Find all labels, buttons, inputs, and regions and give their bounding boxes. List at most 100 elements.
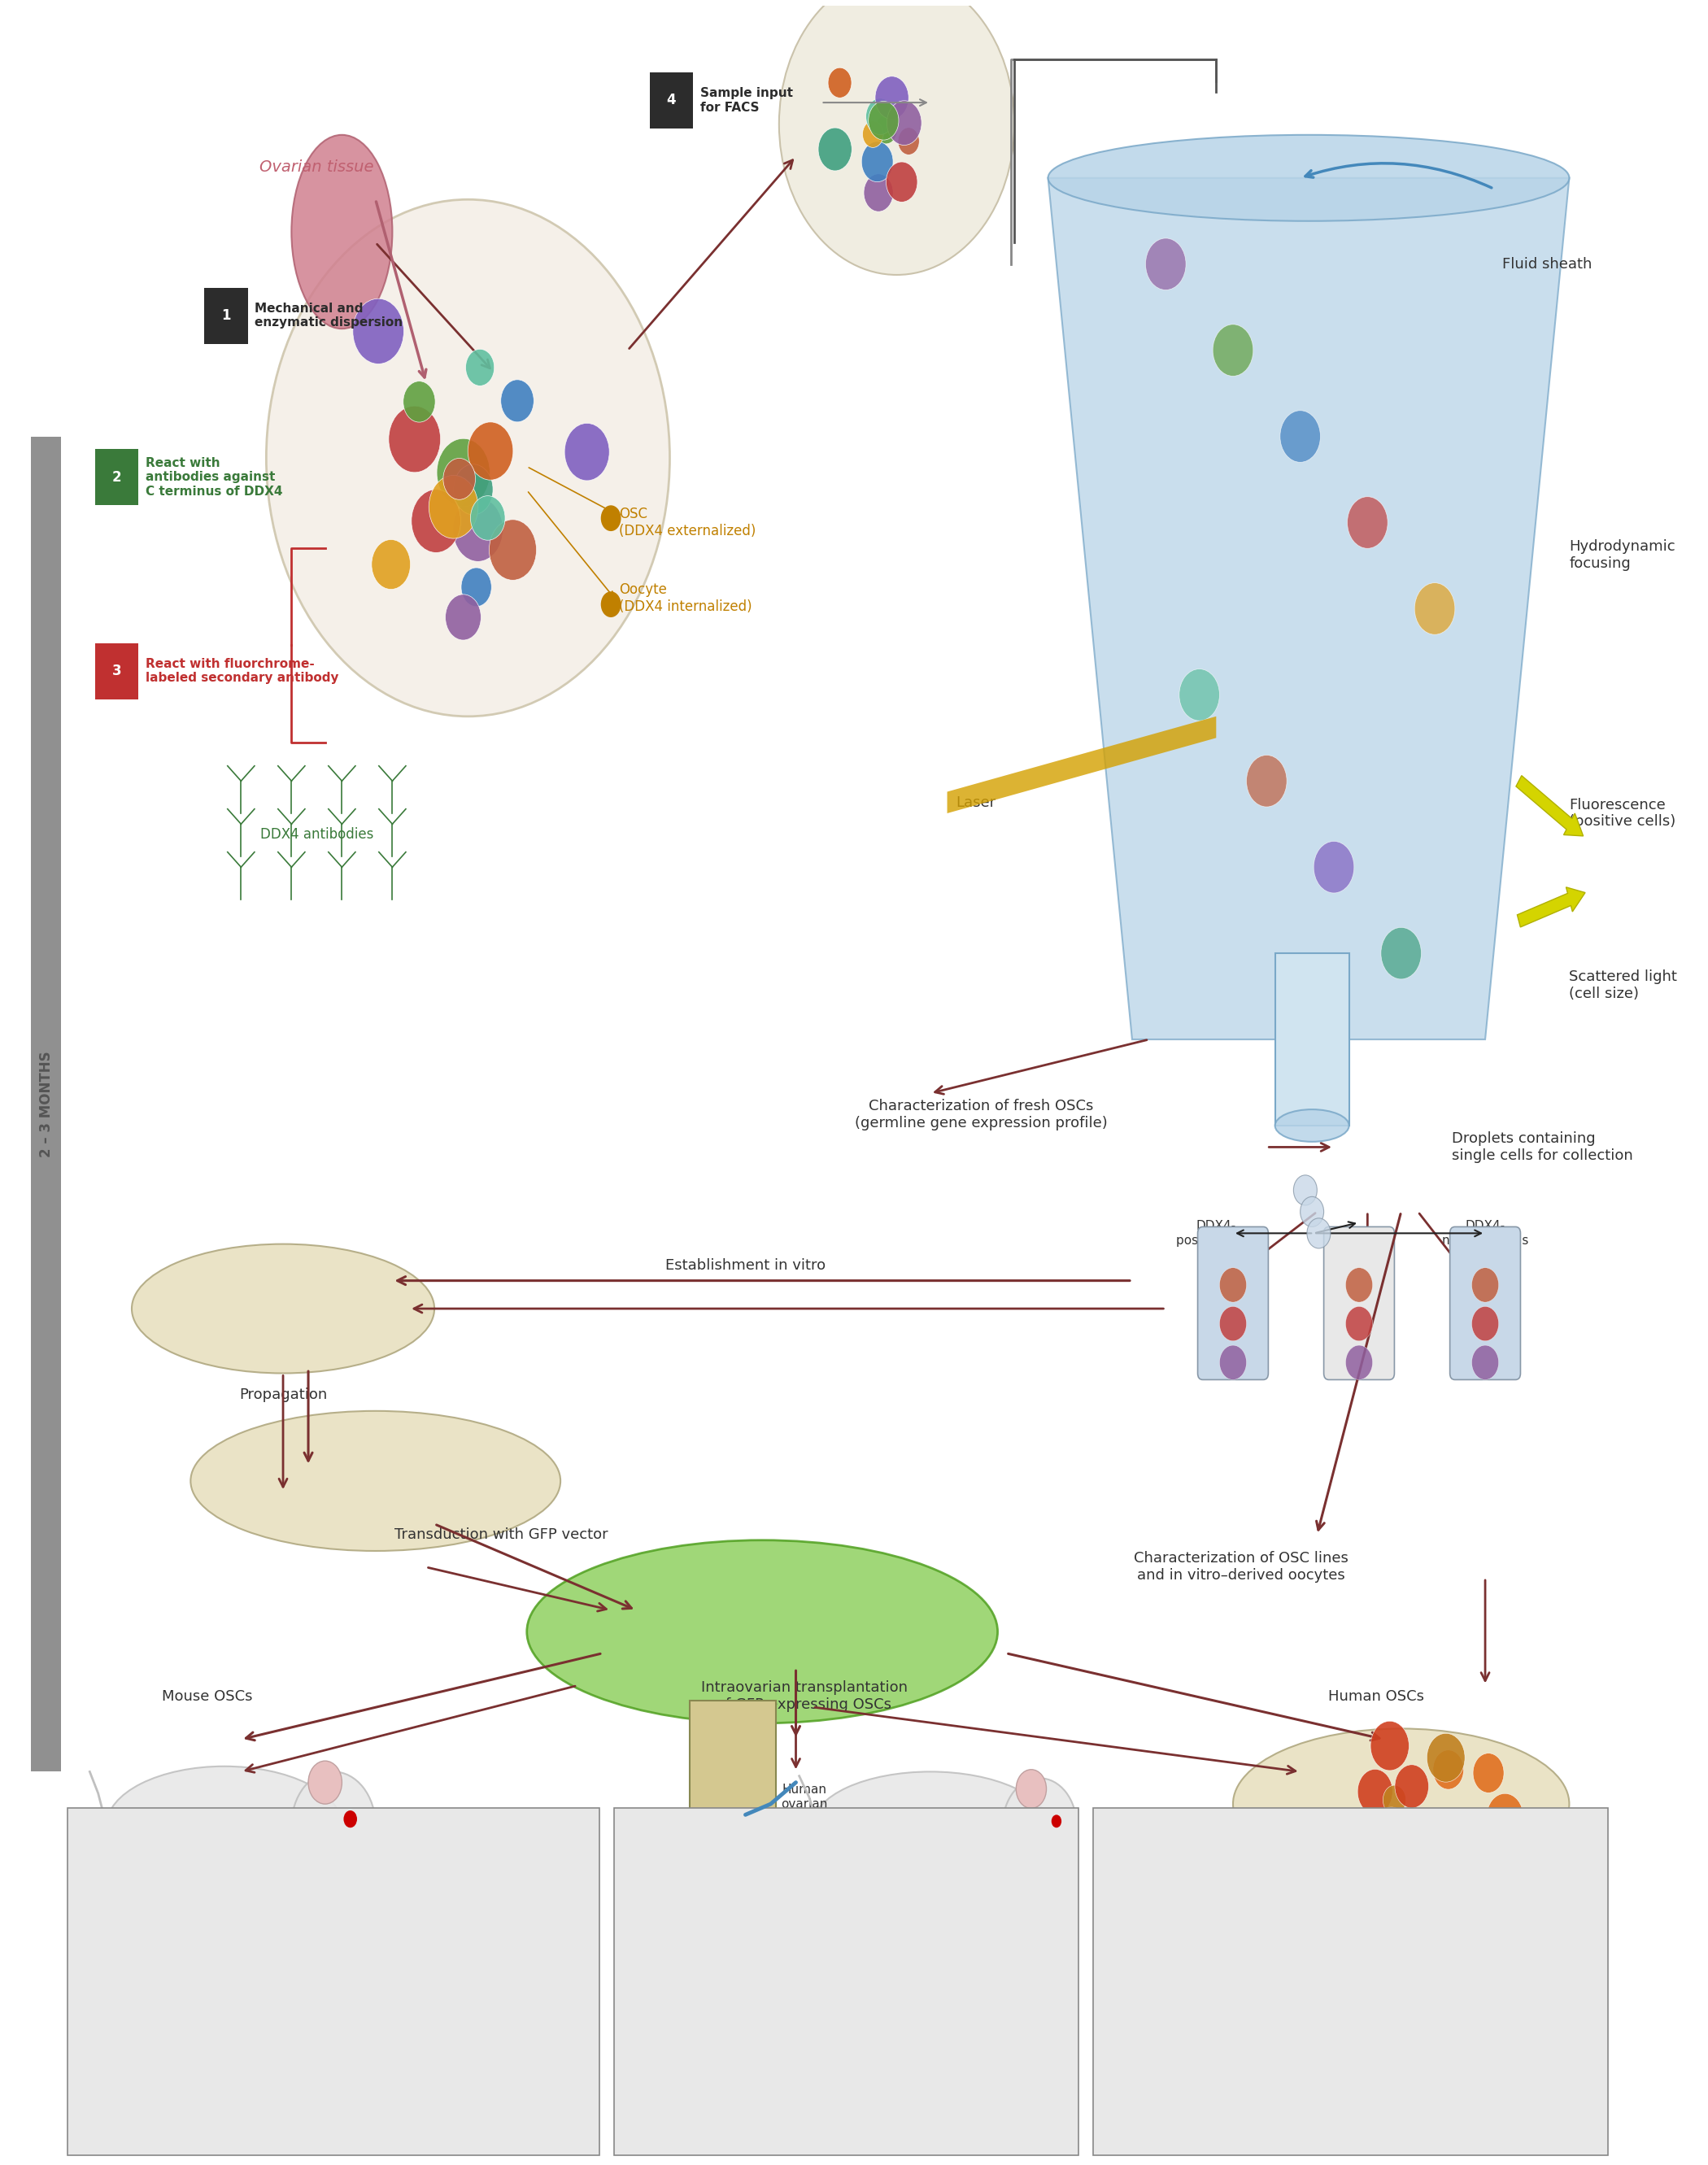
Text: A. Injection into adult human ovarian cortex: A. Injection into adult human ovarian co… [639, 1851, 902, 1862]
Circle shape [1358, 1769, 1392, 1814]
Text: D. Maturation of GFP-positive human oocytes: D. Maturation of GFP-positive human oocy… [639, 2059, 910, 2072]
Text: DDX4-
positive cells: DDX4- positive cells [1175, 1221, 1257, 1247]
Circle shape [874, 115, 897, 143]
Circle shape [886, 102, 922, 145]
Circle shape [1373, 1808, 1409, 1851]
Circle shape [466, 349, 494, 385]
Text: Fluorescence
(positive cells): Fluorescence (positive cells) [1570, 797, 1676, 829]
Circle shape [372, 539, 410, 589]
Text: female mice: female mice [639, 1977, 724, 1987]
Text: A. Gene expression by PCR: A. Gene expression by PCR [1119, 1851, 1279, 1862]
Text: Droplets containing
single cells for collection: Droplets containing single cells for col… [1452, 1132, 1633, 1163]
Circle shape [779, 0, 1015, 275]
Text: React with
antibodies against
C terminus of DDX4: React with antibodies against C terminus… [145, 457, 282, 498]
Text: Human
ovarian
cortex: Human ovarian cortex [781, 1784, 828, 1825]
FancyBboxPatch shape [1093, 1808, 1607, 2154]
Circle shape [898, 128, 919, 156]
Circle shape [1382, 927, 1421, 979]
Text: OSC
(DDX4 externalized): OSC (DDX4 externalized) [620, 507, 757, 539]
Text: 2 – 3 MONTHS: 2 – 3 MONTHS [39, 1050, 53, 1156]
Ellipse shape [191, 1412, 560, 1550]
FancyBboxPatch shape [649, 71, 693, 128]
Circle shape [292, 1771, 376, 1879]
Text: uniformity after expansion: uniformity after expansion [1119, 1933, 1288, 1946]
Text: Human OSCs: Human OSCs [1327, 1689, 1424, 1704]
Circle shape [468, 422, 512, 481]
FancyArrow shape [1517, 888, 1585, 927]
Circle shape [1472, 1344, 1498, 1379]
FancyBboxPatch shape [31, 437, 61, 1771]
Text: B. Formation of GFP-positive oocytes: B. Formation of GFP-positive oocytes [92, 1884, 311, 1894]
Ellipse shape [132, 1245, 434, 1373]
Text: DDX4-
negative cells: DDX4- negative cells [1442, 1221, 1529, 1247]
Text: 2: 2 [113, 470, 121, 485]
Text: Hydrodynamic
focusing: Hydrodynamic focusing [1570, 539, 1676, 572]
FancyBboxPatch shape [94, 450, 138, 504]
FancyBboxPatch shape [1197, 1228, 1269, 1379]
Text: Ovarian tissue: Ovarian tissue [260, 160, 374, 175]
Text: oocyte markers: oocyte markers [1119, 2018, 1223, 2029]
Circle shape [1395, 1764, 1428, 1808]
Text: 3: 3 [113, 665, 121, 678]
Text: Intraovarian transplantation
of GFP-expressing OSCs: Intraovarian transplantation of GFP-expr… [700, 1680, 907, 1713]
Circle shape [1377, 1814, 1404, 1847]
FancyBboxPatch shape [615, 1808, 1078, 2154]
Circle shape [601, 504, 622, 530]
Circle shape [1146, 238, 1185, 290]
Circle shape [1213, 325, 1254, 377]
Circle shape [886, 162, 917, 201]
Text: 2 – 3 MONTHS: 2 – 3 MONTHS [39, 1050, 53, 1156]
Text: Transduction with GFP vector: Transduction with GFP vector [395, 1528, 608, 1541]
Circle shape [1052, 1814, 1061, 1827]
Text: 4: 4 [666, 93, 676, 108]
Text: under skin of immunodeficient adult: under skin of immunodeficient adult [639, 1933, 868, 1946]
Circle shape [307, 1760, 342, 1803]
FancyBboxPatch shape [1450, 1228, 1520, 1379]
Circle shape [1472, 1305, 1498, 1340]
Circle shape [861, 141, 893, 182]
Circle shape [442, 459, 475, 500]
FancyBboxPatch shape [68, 1808, 600, 2154]
Circle shape [488, 520, 536, 580]
Circle shape [403, 381, 436, 422]
Text: A. Injection into wild-type mouse ovaries in vivo: A. Injection into wild-type mouse ovarie… [92, 1847, 379, 1858]
Circle shape [868, 102, 898, 141]
Circle shape [874, 76, 909, 119]
Text: B. Xenograft injected human ovarian cortex: B. Xenograft injected human ovarian cort… [639, 1892, 900, 1905]
Ellipse shape [292, 134, 393, 329]
Text: C. Formation of GFP-positive human oocytes: C. Formation of GFP-positive human oocyt… [639, 2018, 904, 2029]
Text: Scattered light
(cell size): Scattered light (cell size) [1570, 970, 1677, 1002]
Text: 1: 1 [222, 307, 231, 323]
Text: Propagation: Propagation [239, 1388, 328, 1403]
Text: for meiotic and oocyte markers: for meiotic and oocyte markers [1119, 2100, 1317, 2113]
Circle shape [1346, 1269, 1373, 1301]
Text: Mechanical and
enzymatic dispersion: Mechanical and enzymatic dispersion [254, 303, 403, 329]
Circle shape [1472, 1754, 1505, 1793]
Text: DDX4 antibodies: DDX4 antibodies [260, 827, 374, 842]
Circle shape [454, 463, 494, 515]
Circle shape [1220, 1269, 1247, 1301]
Ellipse shape [813, 1771, 1049, 1879]
Circle shape [1247, 756, 1286, 808]
Circle shape [864, 173, 893, 212]
Circle shape [1307, 1219, 1331, 1249]
Circle shape [1472, 1269, 1498, 1301]
Circle shape [1433, 1749, 1464, 1788]
Circle shape [1220, 1344, 1247, 1379]
Circle shape [343, 1810, 357, 1827]
Circle shape [1300, 1197, 1324, 1228]
Circle shape [1383, 1786, 1406, 1814]
Text: Fluid sheath: Fluid sheath [1501, 258, 1592, 271]
Circle shape [1370, 1721, 1409, 1771]
Circle shape [500, 379, 535, 422]
Circle shape [266, 199, 670, 717]
Circle shape [1486, 1793, 1524, 1840]
Text: Waste: Waste [1332, 1228, 1370, 1238]
Text: B. Protein expression verifying: B. Protein expression verifying [1119, 1892, 1300, 1905]
Text: Laser: Laser [955, 795, 996, 810]
Circle shape [1003, 1777, 1076, 1873]
Text: Characterization of OSC lines
and in vitro–derived oocytes: Characterization of OSC lines and in vit… [1134, 1552, 1349, 1583]
Text: C. PCR analysis for meiotic and: C. PCR analysis for meiotic and [1119, 1977, 1305, 1987]
Ellipse shape [106, 1767, 342, 1886]
Circle shape [412, 489, 461, 552]
